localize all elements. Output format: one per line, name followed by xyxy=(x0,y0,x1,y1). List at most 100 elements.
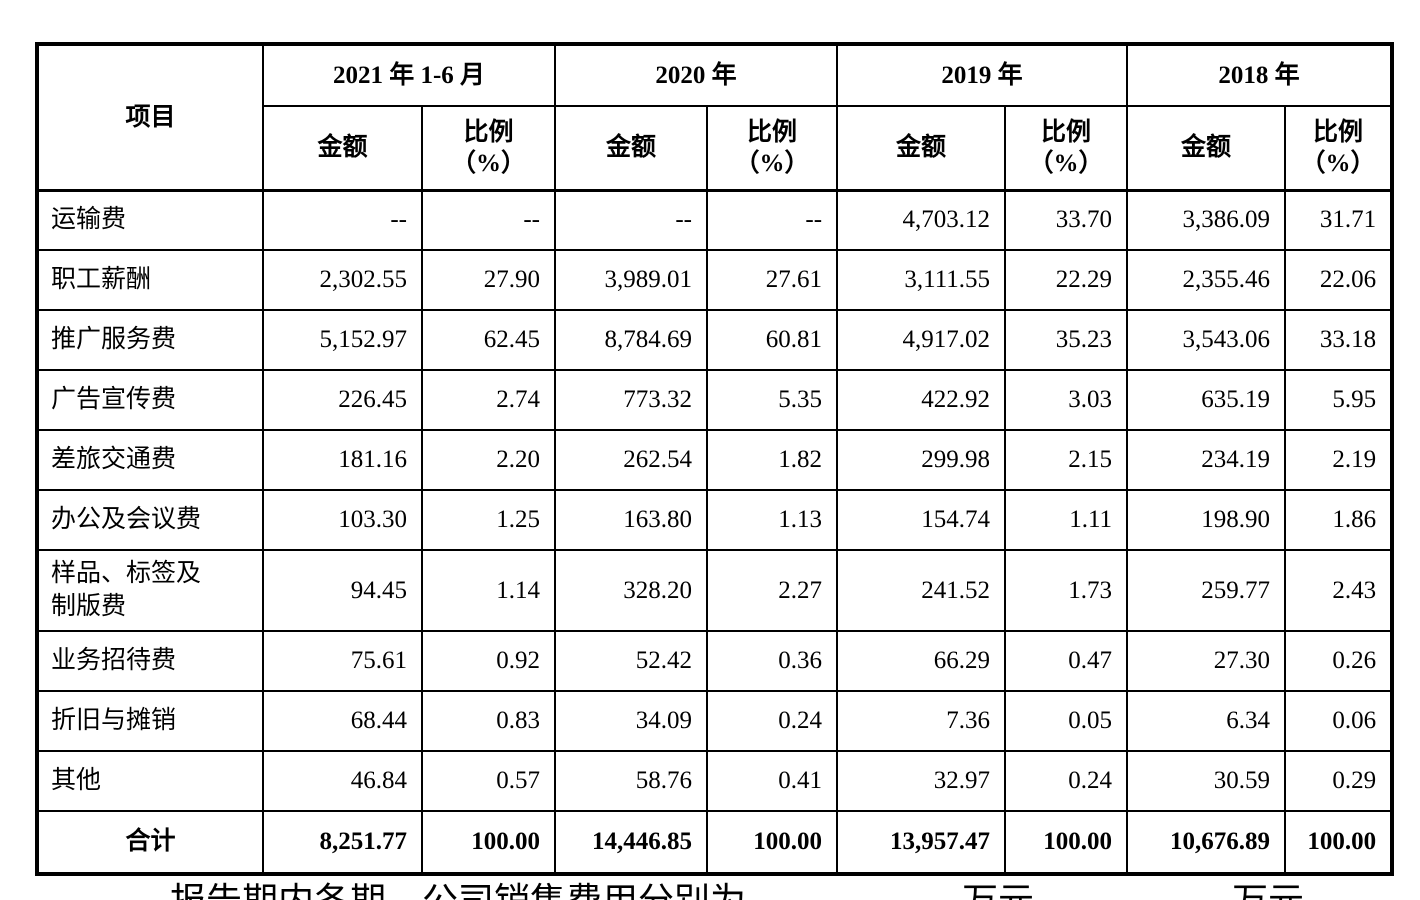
year-group-2019: 2019 年 xyxy=(836,43,1129,107)
ratio-cell: 0.06 xyxy=(1284,690,1394,752)
expense-row: 办公及会议费 103.30 1.25 163.80 1.13 154.74 1.… xyxy=(36,489,1394,551)
ratio-cell: 1.73 xyxy=(1004,549,1129,632)
amount-cell: 3,111.55 xyxy=(836,249,1007,311)
amount-cell: 6.34 xyxy=(1126,690,1287,752)
ratio-cell: 1.11 xyxy=(1004,489,1129,551)
row-label: 运输费 xyxy=(36,188,264,251)
ratio-cell: 0.41 xyxy=(706,750,839,812)
expense-row: 业务招待费 75.61 0.92 52.42 0.36 66.29 0.47 2… xyxy=(36,630,1394,692)
ratio-cell: 0.92 xyxy=(420,630,557,692)
total-row-label: 合计 xyxy=(36,810,264,875)
sub-header-row: 金额 比例 （%） 金额 比例 （%） 金额 比例 （%） 金额 比例 （%） xyxy=(37,105,1394,192)
amount-header-2019: 金额 xyxy=(836,105,1007,192)
ratio-cell: 0.24 xyxy=(1004,750,1129,812)
ratio-cell: 2.27 xyxy=(706,549,839,632)
ratio-header-2019: 比例 （%） xyxy=(1004,105,1129,192)
ratio-cell: 5.35 xyxy=(706,369,839,431)
amount-header-2020: 金额 xyxy=(554,105,709,192)
table-body: 运输费 -- -- -- -- 4,703.12 33.70 3,386.09 … xyxy=(36,188,1394,875)
year-group-2021h1: 2021 年 1-6 月 xyxy=(261,43,557,107)
footer-text: 报告期内各期，公司销售费用分别为 万元、 万元 xyxy=(170,880,1304,900)
amount-cell: 198.90 xyxy=(1126,489,1287,551)
row-label: 推广服务费 xyxy=(36,309,264,371)
ratio-cell: 33.18 xyxy=(1284,309,1394,371)
ratio-cell: 31.71 xyxy=(1284,188,1394,251)
amount-cell: 75.61 xyxy=(262,630,423,692)
amount-cell: 2,302.55 xyxy=(262,249,423,311)
expense-row: 职工薪酬 2,302.55 27.90 3,989.01 27.61 3,111… xyxy=(36,249,1394,311)
total-ratio-2021h1: 100.00 xyxy=(420,810,557,875)
ratio-cell: 1.82 xyxy=(706,429,839,491)
ratio-cell: -- xyxy=(420,188,557,251)
amount-cell: 8,784.69 xyxy=(554,309,709,371)
amount-cell: 4,703.12 xyxy=(836,188,1007,251)
total-amount-2020: 14,446.85 xyxy=(554,810,709,875)
amount-cell: 773.32 xyxy=(554,369,709,431)
amount-cell: 154.74 xyxy=(836,489,1007,551)
ratio-cell: 22.29 xyxy=(1004,249,1129,311)
row-label: 职工薪酬 xyxy=(36,249,264,311)
amount-cell: 46.84 xyxy=(262,750,423,812)
total-ratio-2020: 100.00 xyxy=(706,810,839,875)
amount-cell: 7.36 xyxy=(836,690,1007,752)
sales-expense-table: 项目 2021 年 1-6 月 2020 年 2019 年 2018 年 金额 … xyxy=(35,42,1395,876)
ratio-cell: 0.83 xyxy=(420,690,557,752)
ratio-cell: 0.57 xyxy=(420,750,557,812)
amount-cell: 299.98 xyxy=(836,429,1007,491)
year-group-row: 项目 2021 年 1-6 月 2020 年 2019 年 2018 年 xyxy=(36,43,1394,191)
ratio-cell: 60.81 xyxy=(706,309,839,371)
expense-row: 广告宣传费 226.45 2.74 773.32 5.35 422.92 3.0… xyxy=(36,369,1394,431)
total-amount-2021h1: 8,251.77 xyxy=(262,810,423,875)
ratio-cell: 62.45 xyxy=(420,309,557,371)
amount-cell: 32.97 xyxy=(836,750,1007,812)
amount-cell: 262.54 xyxy=(554,429,709,491)
ratio-header-2018: 比例 （%） xyxy=(1284,105,1394,192)
total-amount-2019: 13,957.47 xyxy=(836,810,1007,875)
amount-header-2021h1: 金额 xyxy=(262,105,423,192)
amount-cell: 2,355.46 xyxy=(1126,249,1287,311)
ratio-cell: 1.14 xyxy=(420,549,557,632)
amount-cell: 30.59 xyxy=(1126,750,1287,812)
ratio-cell: 0.05 xyxy=(1004,690,1129,752)
ratio-cell: 0.47 xyxy=(1004,630,1129,692)
ratio-cell: 2.15 xyxy=(1004,429,1129,491)
ratio-cell: 33.70 xyxy=(1004,188,1129,251)
expense-row: 样品、标签及 制版费 94.45 1.14 328.20 2.27 241.52… xyxy=(36,549,1394,632)
amount-cell: 68.44 xyxy=(262,690,423,752)
ratio-cell: -- xyxy=(706,188,839,251)
item-header: 项目 xyxy=(36,43,264,191)
amount-cell: 3,543.06 xyxy=(1126,309,1287,371)
row-label: 样品、标签及 制版费 xyxy=(36,549,264,632)
expense-row: 推广服务费 5,152.97 62.45 8,784.69 60.81 4,91… xyxy=(36,309,1394,371)
amount-cell: 181.16 xyxy=(262,429,423,491)
amount-cell: 5,152.97 xyxy=(262,309,423,371)
amount-cell: 163.80 xyxy=(554,489,709,551)
amount-cell: 4,917.02 xyxy=(836,309,1007,371)
amount-cell: 328.20 xyxy=(554,549,709,632)
amount-cell: 259.77 xyxy=(1126,549,1287,632)
amount-cell: 94.45 xyxy=(262,549,423,632)
ratio-cell: 22.06 xyxy=(1284,249,1394,311)
amount-cell: 66.29 xyxy=(836,630,1007,692)
row-label: 其他 xyxy=(36,750,264,812)
year-group-2018: 2018 年 xyxy=(1126,43,1394,107)
amount-cell: -- xyxy=(262,188,423,251)
amount-cell: -- xyxy=(554,188,709,251)
expense-row: 运输费 -- -- -- -- 4,703.12 33.70 3,386.09 … xyxy=(36,188,1394,251)
amount-cell: 422.92 xyxy=(836,369,1007,431)
ratio-cell: 3.03 xyxy=(1004,369,1129,431)
ratio-cell: 5.95 xyxy=(1284,369,1394,431)
ratio-cell: 2.19 xyxy=(1284,429,1394,491)
total-ratio-2018: 100.00 xyxy=(1284,810,1394,875)
ratio-cell: 1.25 xyxy=(420,489,557,551)
row-label: 广告宣传费 xyxy=(36,369,264,431)
row-label: 业务招待费 xyxy=(36,630,264,692)
ratio-cell: 2.20 xyxy=(420,429,557,491)
expense-row: 折旧与摊销 68.44 0.83 34.09 0.24 7.36 0.05 6.… xyxy=(36,690,1394,752)
ratio-cell: 27.90 xyxy=(420,249,557,311)
ratio-cell: 1.86 xyxy=(1284,489,1394,551)
year-group-2020: 2020 年 xyxy=(554,43,839,107)
ratio-cell: 0.36 xyxy=(706,630,839,692)
ratio-cell: 0.26 xyxy=(1284,630,1394,692)
ratio-header-2020: 比例 （%） xyxy=(706,105,839,192)
